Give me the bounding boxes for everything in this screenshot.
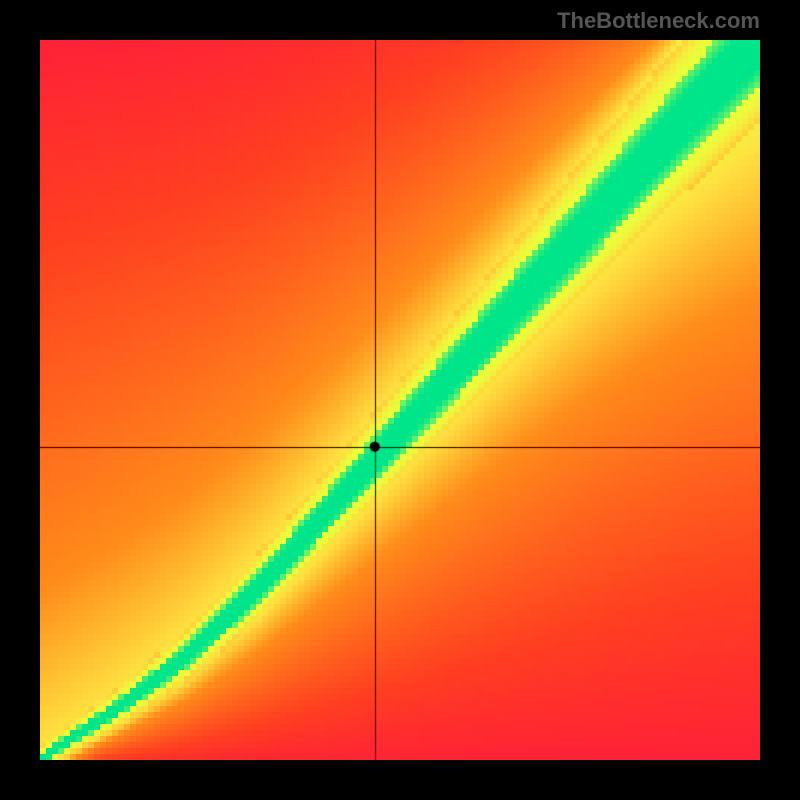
bottleneck-heatmap xyxy=(40,40,760,760)
watermark-text: TheBottleneck.com xyxy=(557,8,760,34)
chart-container: TheBottleneck.com xyxy=(0,0,800,800)
